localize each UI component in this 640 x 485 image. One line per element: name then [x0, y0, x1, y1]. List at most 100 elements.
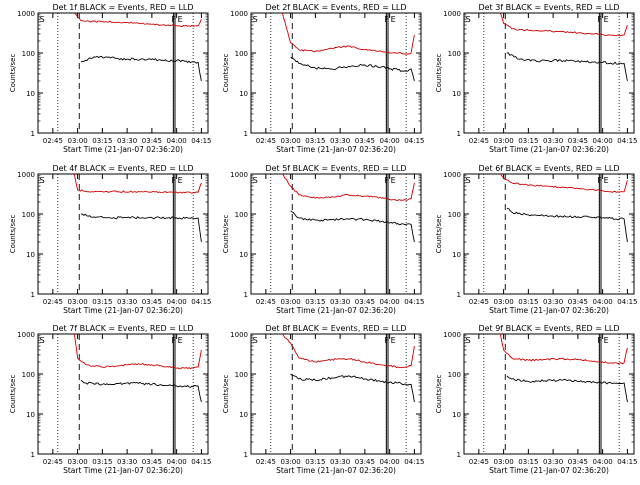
- y-tick-label: 10: [239, 251, 248, 259]
- x-tick-label: 02:45: [256, 458, 276, 466]
- marker-S: S: [253, 336, 258, 345]
- plot-frame: [250, 173, 422, 295]
- lld-series-line: [73, 174, 202, 194]
- x-tick-label: 04:15: [191, 458, 211, 466]
- y-tick-label: 1000: [17, 331, 35, 339]
- events-series-line: [290, 56, 415, 82]
- y-tick-label: 10: [239, 411, 248, 419]
- x-axis-label: Start Time (21-Jan-07 02:36:20): [63, 145, 183, 154]
- detector-panel: Det 7f BLACK = Events, RED = LLD 1 10 100 10…: [9, 324, 211, 475]
- marker-F: F: [171, 336, 176, 345]
- x-tick-label: 03:00: [494, 458, 514, 466]
- y-axis-label: Counts/sec: [9, 215, 17, 254]
- events-series-line: [506, 52, 628, 82]
- y-tick-label: 100: [448, 50, 461, 58]
- marker-S: S: [40, 176, 45, 185]
- x-tick-label: 03:15: [518, 458, 538, 466]
- lld-series-line: [499, 13, 628, 37]
- y-tick-label: 1000: [230, 331, 248, 339]
- x-tick-label: 03:45: [355, 137, 375, 145]
- events-series-line: [290, 210, 415, 243]
- panel-title: Det 5f BLACK = Events, RED = LLD: [265, 164, 406, 173]
- x-tick-label: 03:45: [568, 137, 588, 145]
- events-series-line: [80, 379, 202, 403]
- x-tick-label: 03:30: [543, 458, 563, 466]
- marker-S: S: [253, 176, 258, 185]
- detector-panel: Det 3f BLACK = Events, RED = LLD 1 10 100 10…: [435, 3, 637, 154]
- x-tick-label: 02:45: [43, 137, 63, 145]
- plot-frame: [250, 12, 422, 134]
- y-axis-label: Counts/sec: [9, 375, 17, 414]
- lld-series-line: [281, 13, 415, 55]
- x-tick-label: 02:45: [43, 298, 63, 306]
- x-tick-label: 03:45: [568, 298, 588, 306]
- y-tick-label: 1000: [443, 171, 461, 179]
- y-tick-label: 1000: [443, 10, 461, 18]
- marker-S: S: [253, 15, 258, 24]
- x-tick-label: 03:00: [494, 137, 514, 145]
- events-series-line: [290, 373, 415, 403]
- y-tick-label: 1: [457, 130, 461, 138]
- plot-frame: [37, 173, 209, 295]
- x-axis-label: Start Time (21-Jan-07 02:36:20): [489, 306, 609, 315]
- marker-F: F: [171, 15, 176, 24]
- y-tick-label: 10: [26, 251, 35, 259]
- marker-S: S: [466, 336, 471, 345]
- y-axis-label: Counts/sec: [222, 375, 230, 414]
- x-tick-label: 02:45: [469, 458, 489, 466]
- y-tick-label: 10: [26, 90, 35, 98]
- marker-F: F: [384, 336, 389, 345]
- x-tick-label: 03:45: [355, 298, 375, 306]
- plot-frame: [463, 12, 635, 134]
- x-tick-label: 03:00: [68, 137, 88, 145]
- y-tick-label: 1: [457, 451, 461, 459]
- events-series-line: [80, 213, 202, 243]
- y-tick-label: 10: [452, 411, 461, 419]
- x-tick-label: 03:30: [543, 137, 563, 145]
- x-tick-label: 04:00: [593, 137, 613, 145]
- x-tick-label: 03:00: [494, 298, 514, 306]
- x-tick-label: 04:15: [617, 458, 637, 466]
- y-tick-label: 1: [244, 291, 248, 299]
- y-tick-label: 100: [22, 211, 35, 219]
- x-tick-label: 03:45: [142, 458, 162, 466]
- x-tick-label: 04:00: [593, 458, 613, 466]
- x-axis-label: Start Time (21-Jan-07 02:36:20): [63, 466, 183, 475]
- x-tick-label: 04:00: [167, 298, 187, 306]
- y-tick-label: 10: [26, 411, 35, 419]
- x-tick-label: 03:15: [305, 298, 325, 306]
- x-tick-label: 03:00: [281, 298, 301, 306]
- marker-F: F: [384, 15, 389, 24]
- x-tick-label: 03:30: [330, 458, 350, 466]
- x-tick-label: 03:15: [305, 458, 325, 466]
- marker-E: E: [391, 176, 396, 185]
- marker-E: E: [178, 176, 183, 185]
- x-tick-label: 04:00: [380, 458, 400, 466]
- x-tick-label: 03:45: [142, 137, 162, 145]
- y-tick-label: 100: [235, 50, 248, 58]
- detector-panel: Det 4f BLACK = Events, RED = LLD 1 10 100 10…: [9, 164, 211, 315]
- y-tick-label: 10: [452, 251, 461, 259]
- detector-panel: Det 1f BLACK = Events, RED = LLD 1 10 100 10…: [9, 3, 211, 154]
- x-tick-label: 04:15: [617, 298, 637, 306]
- x-tick-label: 04:00: [167, 137, 187, 145]
- x-tick-label: 04:15: [404, 137, 424, 145]
- marker-E: E: [178, 15, 183, 24]
- x-tick-label: 04:15: [404, 298, 424, 306]
- x-tick-label: 03:00: [68, 298, 88, 306]
- y-tick-label: 1: [244, 451, 248, 459]
- y-tick-label: 1: [31, 130, 35, 138]
- x-tick-label: 03:15: [518, 298, 538, 306]
- y-tick-label: 100: [22, 50, 35, 58]
- marker-E: E: [391, 15, 396, 24]
- y-tick-label: 1000: [230, 171, 248, 179]
- y-tick-label: 1000: [230, 10, 248, 18]
- detector-panel: Det 9f BLACK = Events, RED = LLD 1 10 100 10…: [435, 324, 637, 475]
- y-tick-label: 1000: [17, 10, 35, 18]
- marker-E: E: [604, 15, 609, 24]
- x-tick-label: 03:15: [305, 137, 325, 145]
- marker-E: E: [604, 176, 609, 185]
